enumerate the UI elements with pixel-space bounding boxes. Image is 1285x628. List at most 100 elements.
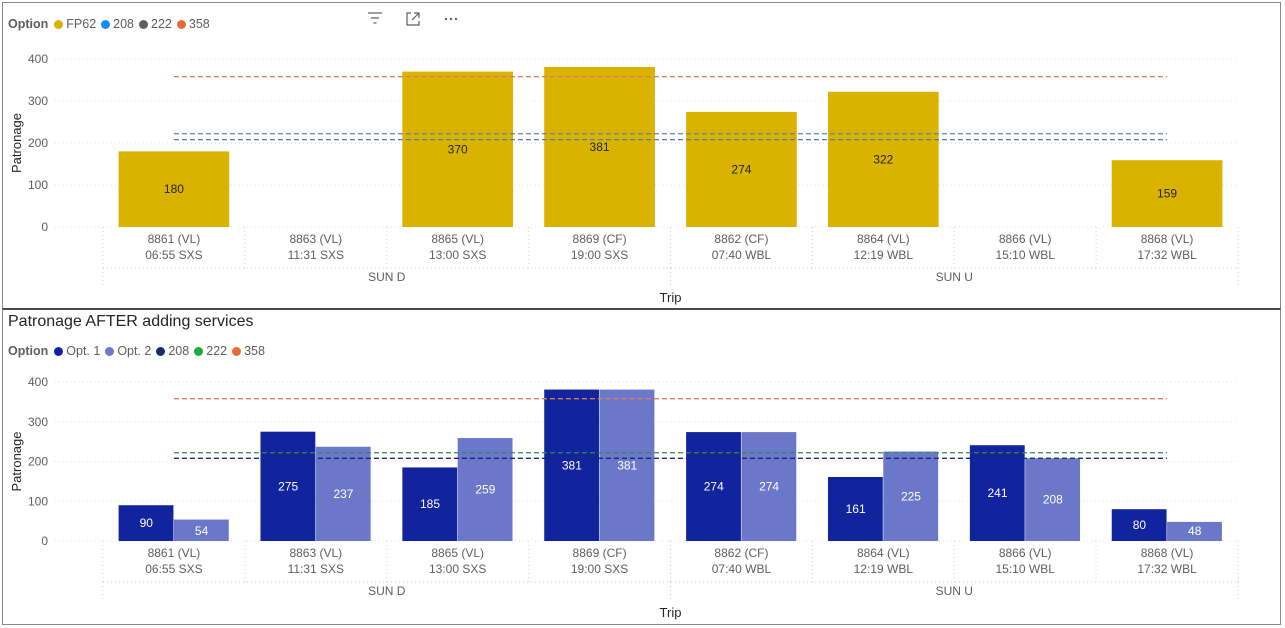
- legend-label: 208: [168, 344, 190, 358]
- x-axis-title: Trip: [660, 605, 682, 620]
- bottom-bar-chart: 0 100 200 300 400 Patronage 90 275 185 381 274 161 2…: [9, 375, 1239, 620]
- x-tick-label: 06:55 SXS: [145, 248, 202, 262]
- legend-dot: [54, 19, 64, 29]
- x-tick-label: 17:32 WBL: [1137, 562, 1197, 576]
- legend-entry-fp62[interactable]: FP62: [54, 17, 96, 31]
- group-label: SUN D: [368, 584, 406, 598]
- y-tick-label: 200: [28, 455, 48, 469]
- data-label: 180: [164, 182, 184, 196]
- legend-dot: [105, 346, 115, 356]
- bar-fp62: [827, 91, 939, 227]
- y-tick-label: 300: [28, 94, 48, 108]
- more-options-icon[interactable]: [441, 11, 461, 31]
- x-tick-label: 8861 (VL): [148, 546, 201, 560]
- x-tick-label: 8863 (VL): [289, 232, 342, 246]
- data-label: 237: [333, 487, 353, 501]
- x-tick-label: 19:00 SXS: [571, 562, 628, 576]
- legend-entry-opt1[interactable]: Opt. 1: [54, 344, 100, 358]
- data-label: 381: [617, 458, 637, 472]
- x-tick-label: 15:10 WBL: [996, 248, 1056, 262]
- legend-label: Opt. 1: [66, 344, 101, 358]
- legend-label: 222: [206, 344, 228, 358]
- x-tick-label: 12:19 WBL: [854, 248, 914, 262]
- x-tick-label: 8869 (CF): [573, 546, 627, 560]
- legend-entry-222[interactable]: 222: [139, 17, 172, 31]
- legend-entry-358[interactable]: 358: [176, 17, 210, 31]
- y-axis-title: Patronage: [9, 432, 24, 492]
- x-tick-label: 8866 (VL): [999, 232, 1052, 246]
- x-axis-title: Trip: [660, 290, 682, 305]
- legend-entry-222[interactable]: 222: [194, 344, 227, 358]
- legend-label: 208: [113, 17, 135, 31]
- bar-opt-1: [260, 431, 316, 541]
- y-tick-label: 100: [28, 494, 48, 508]
- legend-dot: [54, 346, 64, 356]
- data-label: 381: [590, 140, 610, 154]
- bar-opt-1: [969, 445, 1025, 541]
- data-label: 159: [1157, 187, 1177, 201]
- bar-opt-1: [686, 432, 741, 541]
- bar-opt-1: [827, 477, 883, 541]
- bar-opt-1: [402, 467, 458, 541]
- x-tick-label: 11:31 SXS: [288, 248, 344, 262]
- y-tick-label: 0: [41, 534, 48, 548]
- x-tick-label: 15:10 WBL: [996, 562, 1056, 576]
- legend-label: 358: [244, 344, 265, 358]
- x-tick-label: 8869 (CF): [573, 232, 627, 246]
- legend-entry-opt2[interactable]: Opt. 2: [105, 344, 151, 358]
- data-label: 275: [278, 479, 298, 493]
- bar-opt-2: [741, 432, 797, 541]
- legend-dot: [139, 19, 149, 29]
- data-label: 185: [420, 497, 440, 511]
- x-tick-label: 8862 (CF): [714, 232, 768, 246]
- data-label: 259: [475, 483, 495, 497]
- x-tick-label: 13:00 SXS: [429, 248, 486, 262]
- y-tick-label: 400: [28, 52, 48, 66]
- legend-entry-358[interactable]: 358: [232, 344, 265, 358]
- x-tick-label: 07:40 WBL: [712, 562, 772, 576]
- group-label: SUN D: [368, 270, 406, 284]
- x-tick-label: 19:00 SXS: [571, 248, 628, 262]
- data-label: 274: [759, 480, 779, 494]
- top-legend: Option FP62 208 222 358: [8, 17, 215, 31]
- bar-opt-1: [544, 389, 600, 541]
- legend-label: FP62: [66, 17, 97, 31]
- x-tick-label: 11:31 SXS: [288, 562, 344, 576]
- x-tick-label: 8862 (CF): [714, 546, 768, 560]
- y-tick-label: 300: [28, 415, 48, 429]
- bottom-legend: Option Opt. 1 Opt. 2 208 222 358: [8, 344, 270, 358]
- x-tick-label: 8861 (VL): [148, 232, 201, 246]
- bar-fp62: [1111, 160, 1223, 227]
- x-tick-label: 06:55 SXS: [145, 562, 202, 576]
- x-tick-label: 13:00 SXS: [429, 562, 486, 576]
- visual-header-icons: [365, 11, 461, 31]
- x-tick-label: 12:19 WBL: [854, 562, 914, 576]
- legend-dot: [156, 346, 166, 356]
- legend-entry-208[interactable]: 208: [156, 344, 189, 358]
- x-tick-label: 07:40 WBL: [712, 248, 772, 262]
- bar-fp62: [686, 111, 797, 227]
- bar-opt-2: [1167, 521, 1222, 541]
- group-label: SUN U: [936, 584, 973, 598]
- bar-opt-2: [173, 519, 229, 541]
- data-label: 208: [1043, 493, 1063, 507]
- legend-dot: [232, 346, 242, 356]
- bar-fp62: [118, 151, 230, 227]
- top-chart-visual[interactable]: Option FP62 208 222 358 0 100 200 300 400 Pat…: [2, 2, 1281, 309]
- data-label: 48: [1188, 524, 1202, 538]
- y-axis-title: Patronage: [9, 113, 24, 173]
- x-tick-label: 8868 (VL): [1141, 546, 1194, 560]
- bottom-chart-visual[interactable]: Patronage AFTER adding services Option O…: [2, 308, 1281, 625]
- legend-dot: [101, 19, 111, 29]
- data-label: 322: [873, 152, 893, 166]
- filter-icon[interactable]: [365, 11, 385, 31]
- focus-mode-icon[interactable]: [403, 11, 423, 31]
- x-tick-label: 8864 (VL): [857, 546, 910, 560]
- data-label: 90: [140, 516, 154, 530]
- bar-opt-2: [599, 389, 655, 541]
- legend-entry-208[interactable]: 208: [101, 17, 134, 31]
- bar-opt-1: [1111, 509, 1167, 541]
- legend-dot: [194, 346, 204, 356]
- visual-title: Patronage AFTER adding services: [8, 313, 254, 330]
- x-tick-label: 8868 (VL): [1141, 232, 1194, 246]
